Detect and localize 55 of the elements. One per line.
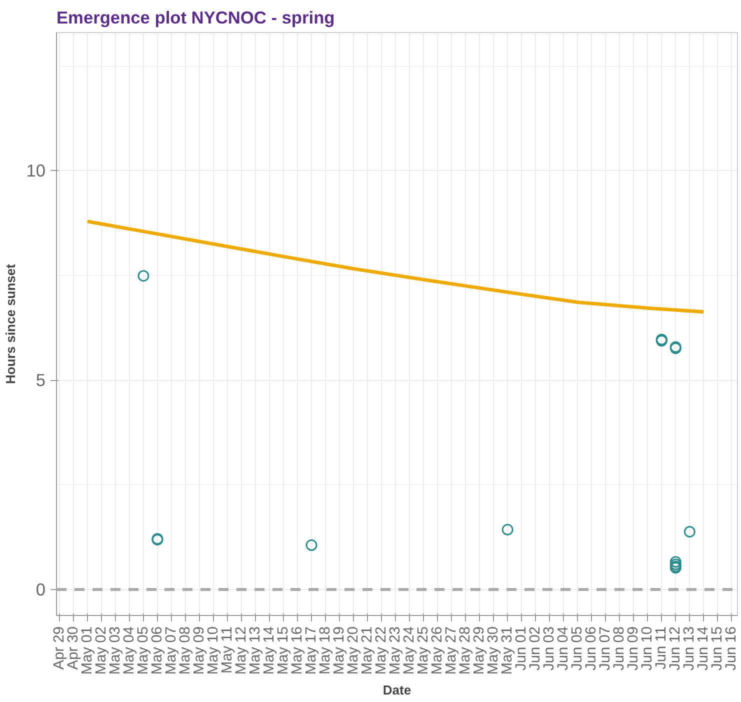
x-tick-label: Jun 06 xyxy=(584,626,600,671)
x-tick-label: Jun 16 xyxy=(724,626,740,671)
x-tick-label: May 12 xyxy=(233,626,250,675)
x-tick-label: Jun 07 xyxy=(598,626,614,671)
x-tick-label: May 31 xyxy=(500,626,516,675)
x-tick-label: May 15 xyxy=(276,626,292,675)
x-tick-label: Jun 15 xyxy=(710,626,726,671)
x-tick-label: May 10 xyxy=(205,626,222,675)
x-tick-label: Jun 10 xyxy=(640,626,656,671)
x-tick-label: May 24 xyxy=(402,626,418,675)
y-axis-title: Hours since sunset xyxy=(3,263,18,384)
x-tick-label: May 13 xyxy=(247,626,264,675)
x-tick-label: Jun 08 xyxy=(612,626,628,671)
x-tick-label: May 11 xyxy=(219,626,236,674)
x-tick-label: Apr 30 xyxy=(65,626,82,670)
x-tick-label: Jun 12 xyxy=(668,626,684,671)
x-tick-label: May 04 xyxy=(121,626,138,675)
x-tick-label: May 22 xyxy=(374,626,390,675)
x-tick-label: May 19 xyxy=(332,626,348,675)
x-tick-label: May 28 xyxy=(458,626,474,675)
x-tick-label: May 01 xyxy=(79,626,96,675)
x-tick-label: Jun 04 xyxy=(556,626,572,671)
chart-title: Emergence plot NYCNOC - spring xyxy=(56,8,335,28)
x-tick-label: May 20 xyxy=(346,626,362,675)
x-tick-label: May 25 xyxy=(416,626,432,675)
x-tick-label: Jun 13 xyxy=(682,626,698,671)
x-tick-label: May 14 xyxy=(261,626,278,675)
x-tick-label: May 02 xyxy=(93,626,110,675)
x-tick-label: Jun 01 xyxy=(514,626,530,671)
x-tick-label: May 23 xyxy=(388,626,404,675)
x-tick-label: Jun 14 xyxy=(696,626,712,671)
x-tick-label: May 30 xyxy=(486,626,502,675)
x-tick-label: May 09 xyxy=(191,626,208,675)
x-tick-label: Jun 11 xyxy=(654,626,670,670)
x-tick-label: May 07 xyxy=(163,626,180,675)
x-tick-label: May 27 xyxy=(444,626,460,675)
y-tick-label: 5 xyxy=(36,370,46,390)
y-tick-label: 10 xyxy=(26,160,46,181)
x-tick-label: Jun 05 xyxy=(570,626,586,671)
x-tick-label: May 05 xyxy=(135,626,152,675)
x-tick-label: May 16 xyxy=(290,626,306,675)
x-axis-title: Date xyxy=(382,682,412,698)
x-tick-label: May 08 xyxy=(177,626,194,675)
x-tick-label: Jun 03 xyxy=(542,626,558,671)
x-tick-label: May 26 xyxy=(430,626,446,675)
x-tick-label: May 17 xyxy=(304,626,320,675)
y-tick-label: 0 xyxy=(36,580,46,600)
x-tick-label: May 21 xyxy=(360,626,376,675)
x-tick-label: May 03 xyxy=(107,626,124,675)
x-tick-label: Apr 29 xyxy=(51,626,68,670)
x-tick-label: May 29 xyxy=(472,626,488,675)
x-tick-label: May 06 xyxy=(149,626,166,675)
x-tick-label: May 18 xyxy=(318,626,334,675)
x-tick-label: Jun 09 xyxy=(626,626,642,671)
x-tick-label: Jun 02 xyxy=(528,626,544,671)
